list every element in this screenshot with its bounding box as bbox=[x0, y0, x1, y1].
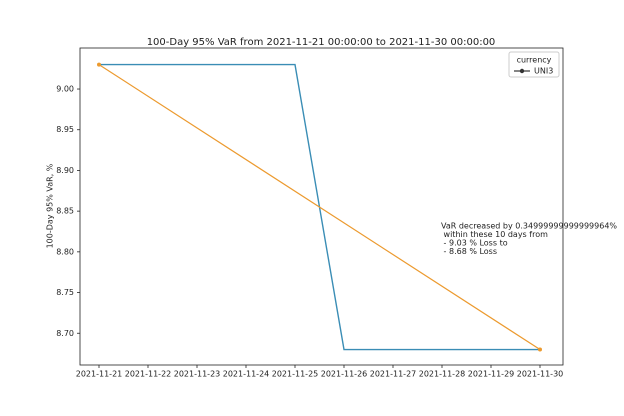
trend-point bbox=[97, 62, 101, 67]
y-axis-label: 100-Day 95% VaR, % bbox=[46, 163, 55, 248]
x-tick-label: 2021-11-25 bbox=[272, 370, 319, 379]
legend-marker bbox=[519, 68, 525, 74]
legend-title: currency bbox=[517, 56, 552, 65]
y-tick-label: 8.70 bbox=[56, 329, 74, 338]
y-tick-label: 9.00 bbox=[56, 85, 74, 94]
x-tick-label: 2021-11-26 bbox=[321, 370, 368, 379]
y-tick-label: 8.80 bbox=[56, 247, 74, 256]
x-tick-label: 2021-11-29 bbox=[468, 370, 515, 379]
plot-frame bbox=[79, 47, 564, 366]
y-tick-label: 8.85 bbox=[56, 207, 74, 216]
y-tick-label: 8.75 bbox=[56, 288, 74, 297]
x-tick-label: 2021-11-28 bbox=[419, 370, 466, 379]
x-tick-label: 2021-11-22 bbox=[125, 370, 172, 379]
annotation: - 8.68 % Loss bbox=[441, 247, 497, 256]
x-tick-label: 2021-11-30 bbox=[517, 370, 564, 379]
x-tick-label: 2021-11-23 bbox=[174, 370, 221, 379]
y-tick-label: 8.95 bbox=[56, 125, 74, 134]
legend-label: UNI3 bbox=[534, 67, 553, 76]
trend-line bbox=[98, 64, 541, 351]
x-tick-label: 2021-11-27 bbox=[370, 370, 417, 379]
x-tick-label: 2021-11-24 bbox=[223, 370, 270, 379]
annotation: - 9.03 % Loss to bbox=[441, 239, 508, 248]
x-tick-label: 2021-11-21 bbox=[76, 370, 123, 379]
annotation: within these 10 days from bbox=[441, 230, 548, 239]
trend-point bbox=[538, 347, 542, 352]
annotation: VaR decreased by 0.34999999999999964% bbox=[441, 222, 617, 231]
y-tick-label: 8.90 bbox=[56, 166, 74, 175]
chart-title: 100-Day 95% VaR from 2021-11-21 00:00:00… bbox=[147, 37, 496, 48]
